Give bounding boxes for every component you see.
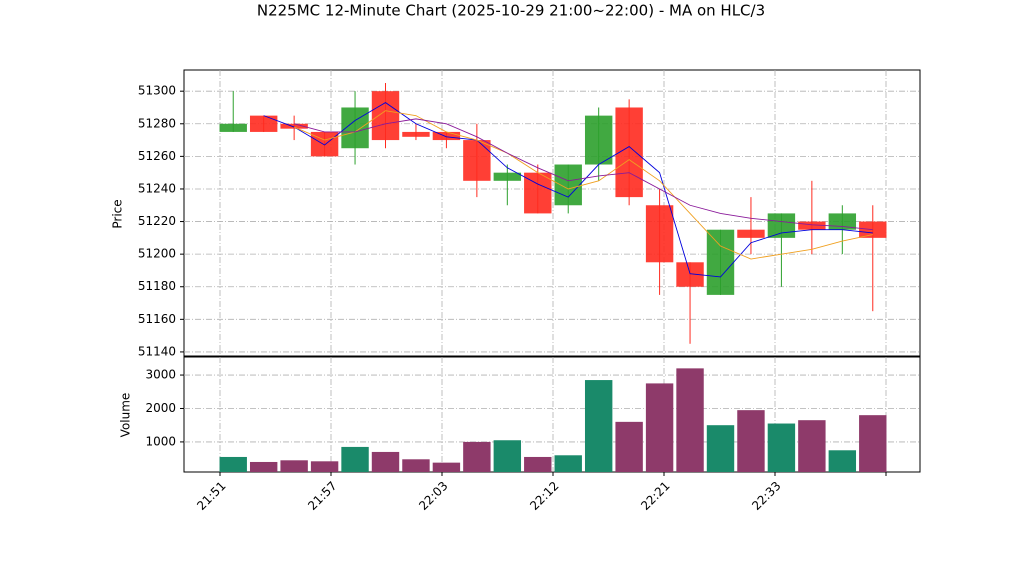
x-tick-label: 22:03 bbox=[416, 479, 450, 513]
volume-bar bbox=[219, 456, 247, 472]
y-tick-label: 51200 bbox=[138, 247, 176, 261]
volume-bar bbox=[402, 459, 430, 472]
y-tick-label: 51160 bbox=[138, 312, 176, 326]
candle-body bbox=[280, 123, 308, 129]
volume-bar bbox=[767, 423, 796, 472]
volume-bar bbox=[493, 440, 522, 472]
volume-bar bbox=[432, 462, 461, 472]
candle-body bbox=[249, 115, 278, 132]
y-tick-label: 3000 bbox=[145, 368, 176, 382]
y-tick-label: 51280 bbox=[138, 116, 176, 130]
y-tick-label: 1000 bbox=[145, 434, 176, 448]
volume-bar bbox=[859, 415, 887, 472]
y-tick-label: 51220 bbox=[138, 214, 176, 228]
volume-frame bbox=[183, 356, 921, 473]
volume-bar bbox=[645, 383, 674, 472]
candle-body bbox=[402, 131, 430, 137]
candle-body bbox=[645, 205, 674, 263]
candle-body bbox=[737, 229, 765, 238]
volume-bar bbox=[310, 461, 339, 472]
candle-body bbox=[584, 115, 613, 165]
volume-bar bbox=[828, 450, 857, 472]
candle-body bbox=[554, 164, 582, 206]
candle-body bbox=[219, 123, 247, 132]
y-axis-label: Price bbox=[111, 199, 125, 228]
volume-bar bbox=[341, 446, 369, 472]
volume-bar bbox=[463, 441, 491, 472]
x-tick-label: 22:12 bbox=[527, 479, 561, 513]
volume-axis-label: Volume bbox=[119, 393, 133, 438]
y-tick-label: 51240 bbox=[138, 181, 176, 195]
candle-body bbox=[463, 140, 491, 181]
y-tick-label: 51300 bbox=[138, 84, 176, 98]
y-tick-label: 51140 bbox=[138, 344, 176, 358]
candle-body bbox=[798, 221, 826, 230]
volume-bar bbox=[706, 425, 735, 472]
x-tick-label: 22:21 bbox=[638, 479, 672, 513]
volume-bar bbox=[676, 368, 704, 472]
ma-line bbox=[263, 102, 873, 278]
price-frame bbox=[183, 69, 921, 357]
x-tick-label: 21:51 bbox=[194, 479, 228, 513]
volume-bar bbox=[524, 456, 552, 472]
ma-line bbox=[294, 118, 873, 231]
volume-bar bbox=[584, 380, 613, 472]
candle-body bbox=[493, 172, 522, 181]
candle-body bbox=[706, 229, 735, 295]
candle-body bbox=[767, 213, 796, 238]
y-tick-label: 51180 bbox=[138, 279, 176, 293]
y-tick-label: 51260 bbox=[138, 149, 176, 163]
volume-bar bbox=[249, 461, 278, 472]
volume-bar bbox=[798, 420, 826, 472]
y-tick-label: 2000 bbox=[145, 401, 176, 415]
volume-bar bbox=[280, 460, 308, 472]
ma-line bbox=[293, 110, 873, 260]
volume-bar bbox=[737, 410, 765, 472]
volume-bar bbox=[615, 421, 643, 472]
x-tick-label: 21:57 bbox=[305, 479, 339, 513]
candle-body bbox=[432, 131, 461, 141]
volume-bar bbox=[554, 455, 582, 472]
chart-title: N225MC 12-Minute Chart (2025-10-29 21:00… bbox=[257, 2, 765, 20]
volume-bar bbox=[371, 451, 400, 472]
candle-body bbox=[371, 91, 400, 141]
x-tick-label: 22:33 bbox=[749, 479, 783, 513]
